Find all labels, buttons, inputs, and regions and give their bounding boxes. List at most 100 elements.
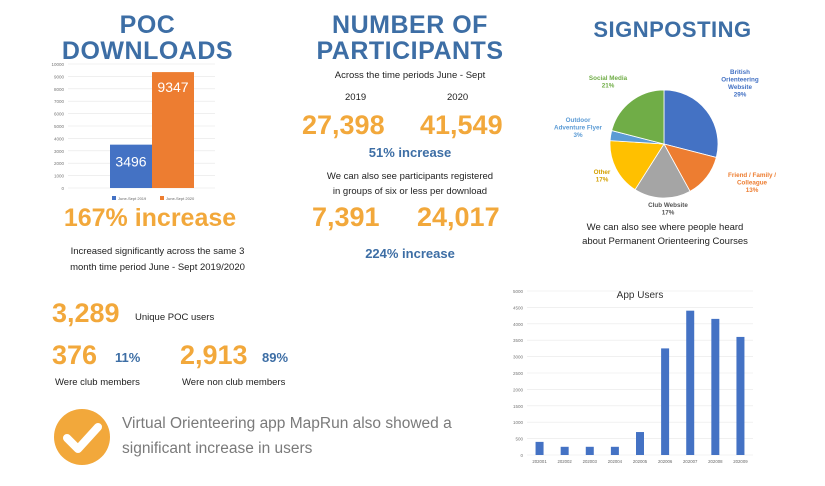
groups-desc-line1: We can also see participants registered: [326, 171, 494, 182]
participants-subtitle: Across the time periods June - Sept: [334, 70, 486, 81]
app-bar: [661, 348, 670, 455]
app-bar: [535, 441, 544, 455]
poc-y-tick-label: 9000: [54, 74, 65, 79]
pie-slice-label: Club Website 17%: [648, 202, 688, 217]
app-y-tick-label: 5000: [513, 289, 524, 294]
app-bar: [560, 446, 569, 455]
app-bar: [585, 446, 594, 455]
poc-legend-swatch: [112, 196, 116, 200]
club-members-label: Were club members: [55, 377, 140, 388]
pie-slice: [663, 89, 719, 158]
poc-y-tick-label: 3000: [54, 149, 65, 154]
participants-year-2020: 2020: [447, 92, 469, 103]
poc-y-tick-label: 4000: [54, 136, 65, 141]
poc-title-line1: POC: [119, 11, 176, 39]
nonclub-members-pct: 89%: [262, 350, 289, 365]
signposting-desc-line2: about Permanent Orienteering Courses: [582, 236, 748, 247]
app-y-tick-label: 500: [515, 437, 523, 442]
pie-slice-label: Friend / Family / Colleague 13%: [728, 172, 776, 194]
unique-users-value: 3,289: [52, 298, 120, 328]
poc-y-tick-label: 8000: [54, 87, 65, 92]
poc-title-line2: DOWNLOADS: [61, 37, 234, 66]
poc-bar-value-label: 9347: [157, 79, 188, 95]
nonclub-members-label: Were non club members: [182, 377, 286, 388]
nonclub-members-value: 2,913: [180, 340, 248, 370]
app-x-tick-label: 202006: [658, 459, 673, 464]
app-x-tick-label: 202007: [683, 459, 698, 464]
app-y-tick-label: 1000: [513, 420, 524, 425]
app-x-tick-label: 202005: [633, 459, 648, 464]
app-users-title: App Users: [617, 290, 664, 301]
poc-bar: [110, 144, 152, 188]
poc-desc-line1: Increased significantly across the same …: [70, 246, 245, 257]
poc-y-tick-label: 10000: [51, 62, 64, 67]
groups-value-2020: 24,017: [417, 202, 500, 232]
unique-users-label: Unique POC users: [135, 312, 215, 323]
signposting-desc-line1: We can also see where people heard: [586, 222, 744, 233]
pie-slice: [611, 89, 665, 145]
pie-slice-label: Other 17%: [594, 169, 611, 184]
poc-y-tick-label: 1000: [54, 174, 65, 179]
groups-desc-line2: in groups of six or less per download: [332, 186, 488, 197]
poc-bar-value-label: 3496: [115, 154, 146, 170]
club-members-pct: 11%: [115, 350, 141, 365]
maprun-note-line1: Virtual Orienteering app MapRun also sho…: [122, 415, 452, 432]
club-members-value: 376: [52, 340, 98, 370]
app-x-tick-label: 202003: [583, 459, 598, 464]
poc-legend-label: June-Sept 2020: [166, 196, 195, 201]
pie-slice-label: Outdoor Adventure Flyer 3%: [554, 117, 602, 139]
signposting-title: SIGNPOSTING: [593, 17, 752, 42]
signposting-description: We can also see where people heard about…: [540, 221, 790, 249]
app-x-tick-label: 202001: [532, 459, 547, 464]
app-x-tick-label: 202009: [733, 459, 748, 464]
pie-slice: [634, 143, 691, 199]
app-y-tick-label: 4000: [513, 322, 524, 327]
participants-title-line1: NUMBER OF: [332, 11, 488, 39]
poc-y-tick-label: 6000: [54, 112, 65, 117]
pie-slice: [609, 140, 665, 191]
poc-description: Increased significantly across the same …: [40, 244, 275, 276]
pie-slice-label: Social Media 21%: [589, 75, 628, 90]
poc-y-tick-label: 5000: [54, 124, 65, 129]
participants-year-2019: 2019: [345, 92, 367, 103]
poc-y-tick-label: 2000: [54, 161, 65, 166]
app-users-chart: App Users 0 500 1000 1500 2000 2500 3000 3500 400…: [513, 289, 753, 464]
app-x-tick-label: 202002: [557, 459, 572, 464]
app-y-tick-label: 2000: [513, 387, 524, 392]
pie-slice-label: British Orienteering Website 29%: [721, 69, 759, 99]
app-y-tick-label: 4500: [513, 305, 524, 310]
app-y-tick-label: 3500: [513, 338, 524, 343]
app-bar: [711, 318, 720, 455]
poc-legend-label: June-Sept 2019: [118, 196, 147, 201]
signposting-pie-chart: British Orienteering Website 29% Friend / Fa…: [554, 69, 776, 217]
app-y-tick-label: 2500: [513, 371, 524, 376]
participants-groups-desc: We can also see participants registered …: [295, 169, 525, 199]
maprun-note-line2: significant increase in users: [122, 440, 313, 457]
app-bar: [610, 446, 619, 455]
poc-title: POC DOWNLOADS: [40, 12, 255, 65]
participants-value-2020: 41,549: [420, 110, 503, 140]
app-x-tick-label: 202004: [608, 459, 623, 464]
poc-increase: 167% increase: [63, 204, 237, 232]
groups-value-2019: 7,391: [312, 202, 380, 232]
app-y-tick-label: 1500: [513, 404, 524, 409]
app-bar: [736, 336, 745, 455]
participants-increase: 51% increase: [368, 145, 452, 160]
poc-legend-swatch: [160, 196, 164, 200]
check-circle-icon: [54, 409, 110, 465]
app-bar: [686, 310, 695, 455]
poc-desc-line2: month time period June - Sept 2019/2020: [70, 262, 245, 273]
maprun-note: Virtual Orienteering app MapRun also sho…: [122, 411, 502, 461]
participants-title: NUMBER OF PARTICIPANTS: [300, 12, 520, 65]
poc-downloads-chart: 0 1000 2000 3000 4000 5000 6000 7000 8000 9000 100…: [51, 62, 215, 201]
poc-y-tick-label: 0: [61, 186, 64, 191]
app-x-tick-label: 202008: [708, 459, 723, 464]
app-bar: [636, 432, 644, 455]
app-y-tick-label: 0: [520, 453, 523, 458]
groups-increase: 224% increase: [365, 246, 455, 261]
poc-y-tick-label: 7000: [54, 99, 65, 104]
participants-value-2019: 27,398: [302, 110, 385, 140]
app-y-tick-label: 3000: [513, 355, 524, 360]
participants-title-line2: PARTICIPANTS: [316, 37, 504, 66]
poc-bar: [152, 72, 194, 188]
